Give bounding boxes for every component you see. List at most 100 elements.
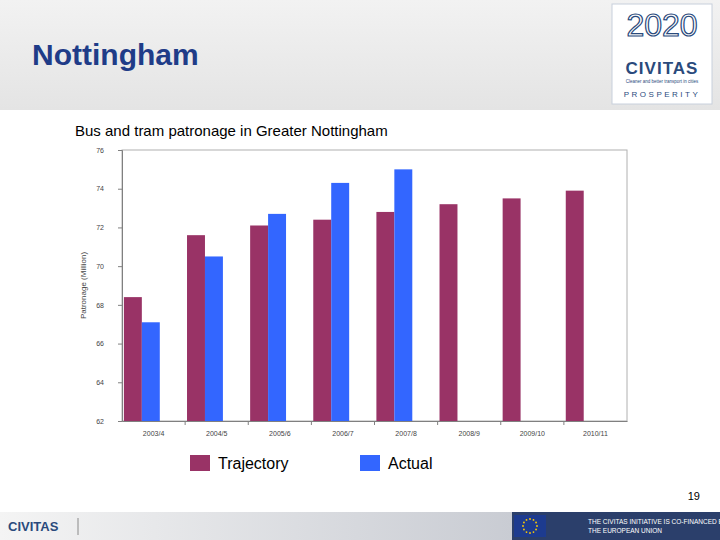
x-separator bbox=[563, 421, 564, 425]
heading: Nottingham bbox=[32, 38, 199, 71]
bar bbox=[124, 297, 142, 421]
x-tick: 2004/5 bbox=[206, 421, 228, 437]
y-axis: 62 64 66 68 70 72 74 76 bbox=[96, 147, 122, 425]
y-axis-line bbox=[118, 151, 123, 422]
legend-label: Actual bbox=[388, 455, 432, 472]
y-tick-label: 70 bbox=[96, 263, 104, 270]
x-tick-label: 2003/4 bbox=[143, 430, 165, 437]
y-tick-mark bbox=[118, 382, 122, 383]
y-tick: 62 bbox=[96, 418, 122, 425]
bar bbox=[250, 225, 268, 421]
footer-divider bbox=[78, 518, 79, 535]
page-number: 19 bbox=[688, 490, 700, 502]
plot-frame bbox=[122, 150, 627, 421]
eu-star bbox=[526, 531, 528, 533]
x-separator bbox=[248, 421, 249, 425]
bar bbox=[313, 220, 331, 421]
logo-tagline: Cleaner and better transport in cities bbox=[626, 79, 699, 84]
x-tick-label: 2004/5 bbox=[206, 430, 228, 437]
x-tick: 2007/8 bbox=[395, 421, 417, 437]
eu-star bbox=[536, 525, 538, 527]
logo-name: CIVITAS bbox=[626, 59, 699, 78]
x-separator bbox=[500, 421, 501, 425]
bar bbox=[503, 198, 521, 421]
x-tick: 2005/6 bbox=[269, 421, 291, 437]
x-separator bbox=[185, 421, 186, 425]
eu-star bbox=[529, 532, 531, 534]
y-tick: 68 bbox=[96, 302, 122, 309]
eu-star bbox=[523, 522, 525, 524]
y-tick-label: 74 bbox=[96, 185, 104, 192]
chart-title: Bus and tram patronage in Greater Nottin… bbox=[75, 122, 388, 139]
bar bbox=[187, 235, 205, 421]
eu-star bbox=[533, 531, 535, 533]
x-separator bbox=[311, 421, 312, 425]
y-tick-mark bbox=[118, 305, 122, 306]
y-tick-mark bbox=[118, 150, 122, 151]
y-tick: 64 bbox=[96, 379, 122, 386]
y-tick-label: 64 bbox=[96, 379, 104, 386]
x-tick: 2009/10 bbox=[520, 421, 545, 437]
bar bbox=[268, 214, 286, 421]
bars bbox=[124, 169, 584, 421]
y-tick-label: 66 bbox=[96, 340, 104, 347]
header-band bbox=[0, 0, 720, 110]
x-tick: 2010/11 bbox=[583, 421, 608, 437]
slide: Nottingham2020CIVITASCleaner and better … bbox=[0, 0, 720, 540]
bar bbox=[440, 204, 458, 421]
y-tick: 66 bbox=[96, 340, 122, 347]
y-tick-label: 76 bbox=[96, 147, 104, 154]
logo-box bbox=[612, 4, 712, 104]
y-tick-label: 68 bbox=[96, 302, 104, 309]
bar bbox=[394, 169, 412, 421]
x-tick: 2008/9 bbox=[458, 421, 480, 437]
x-tick-label: 2007/8 bbox=[395, 430, 417, 437]
logo-project: PROSPERITY bbox=[624, 90, 701, 99]
eu-star bbox=[535, 529, 537, 531]
y-tick: 70 bbox=[96, 263, 122, 270]
x-tick-label: 2010/11 bbox=[583, 430, 608, 437]
y-tick: 72 bbox=[96, 224, 122, 231]
x-axis: 2003/4 2004/5 2005/6 2006/7 2007/8 2008/9 2009… bbox=[123, 421, 628, 437]
x-tick: 2006/7 bbox=[332, 421, 354, 437]
legend-swatch bbox=[360, 455, 380, 471]
bar bbox=[205, 256, 223, 421]
eu-star bbox=[523, 529, 525, 531]
y-tick-mark bbox=[118, 227, 122, 228]
x-tick-label: 2009/10 bbox=[520, 430, 545, 437]
logo: 2020 CIVITASCleaner and better transport … bbox=[612, 4, 712, 104]
y-tick: 74 bbox=[96, 185, 122, 192]
footer-eu-text: THE EUROPEAN UNION bbox=[588, 527, 662, 534]
footer-brand: CIVITAS bbox=[8, 519, 59, 534]
eu-flag bbox=[514, 515, 546, 537]
footer-eu-band bbox=[512, 512, 720, 540]
bar bbox=[142, 322, 160, 421]
footer-band bbox=[0, 512, 512, 540]
logo-year: 2020 bbox=[626, 7, 697, 43]
eu-star bbox=[526, 519, 528, 521]
y-tick-label: 62 bbox=[96, 418, 104, 425]
eu-star bbox=[535, 522, 537, 524]
x-separator bbox=[374, 421, 375, 425]
bar bbox=[566, 191, 584, 421]
y-label: Patronage (Million) bbox=[79, 252, 88, 319]
eu-star bbox=[522, 525, 524, 527]
y-tick-mark bbox=[118, 421, 122, 422]
legend: Trajectory Actual bbox=[190, 455, 432, 472]
bar bbox=[376, 212, 394, 421]
y-tick-mark bbox=[118, 344, 122, 345]
x-tick-label: 2005/6 bbox=[269, 430, 291, 437]
x-tick: 2003/4 bbox=[143, 421, 165, 437]
eu-star bbox=[529, 518, 531, 520]
y-tick-mark bbox=[118, 189, 122, 190]
x-tick-label: 2008/9 bbox=[458, 430, 480, 437]
legend-swatch bbox=[190, 455, 210, 471]
x-tick-label: 2006/7 bbox=[332, 430, 354, 437]
bar bbox=[331, 183, 349, 421]
legend-label: Trajectory bbox=[218, 455, 289, 472]
x-separator bbox=[437, 421, 438, 425]
y-tick-label: 72 bbox=[96, 224, 104, 231]
y-tick: 76 bbox=[96, 147, 122, 154]
y-tick-mark bbox=[118, 266, 122, 267]
eu-star bbox=[533, 519, 535, 521]
